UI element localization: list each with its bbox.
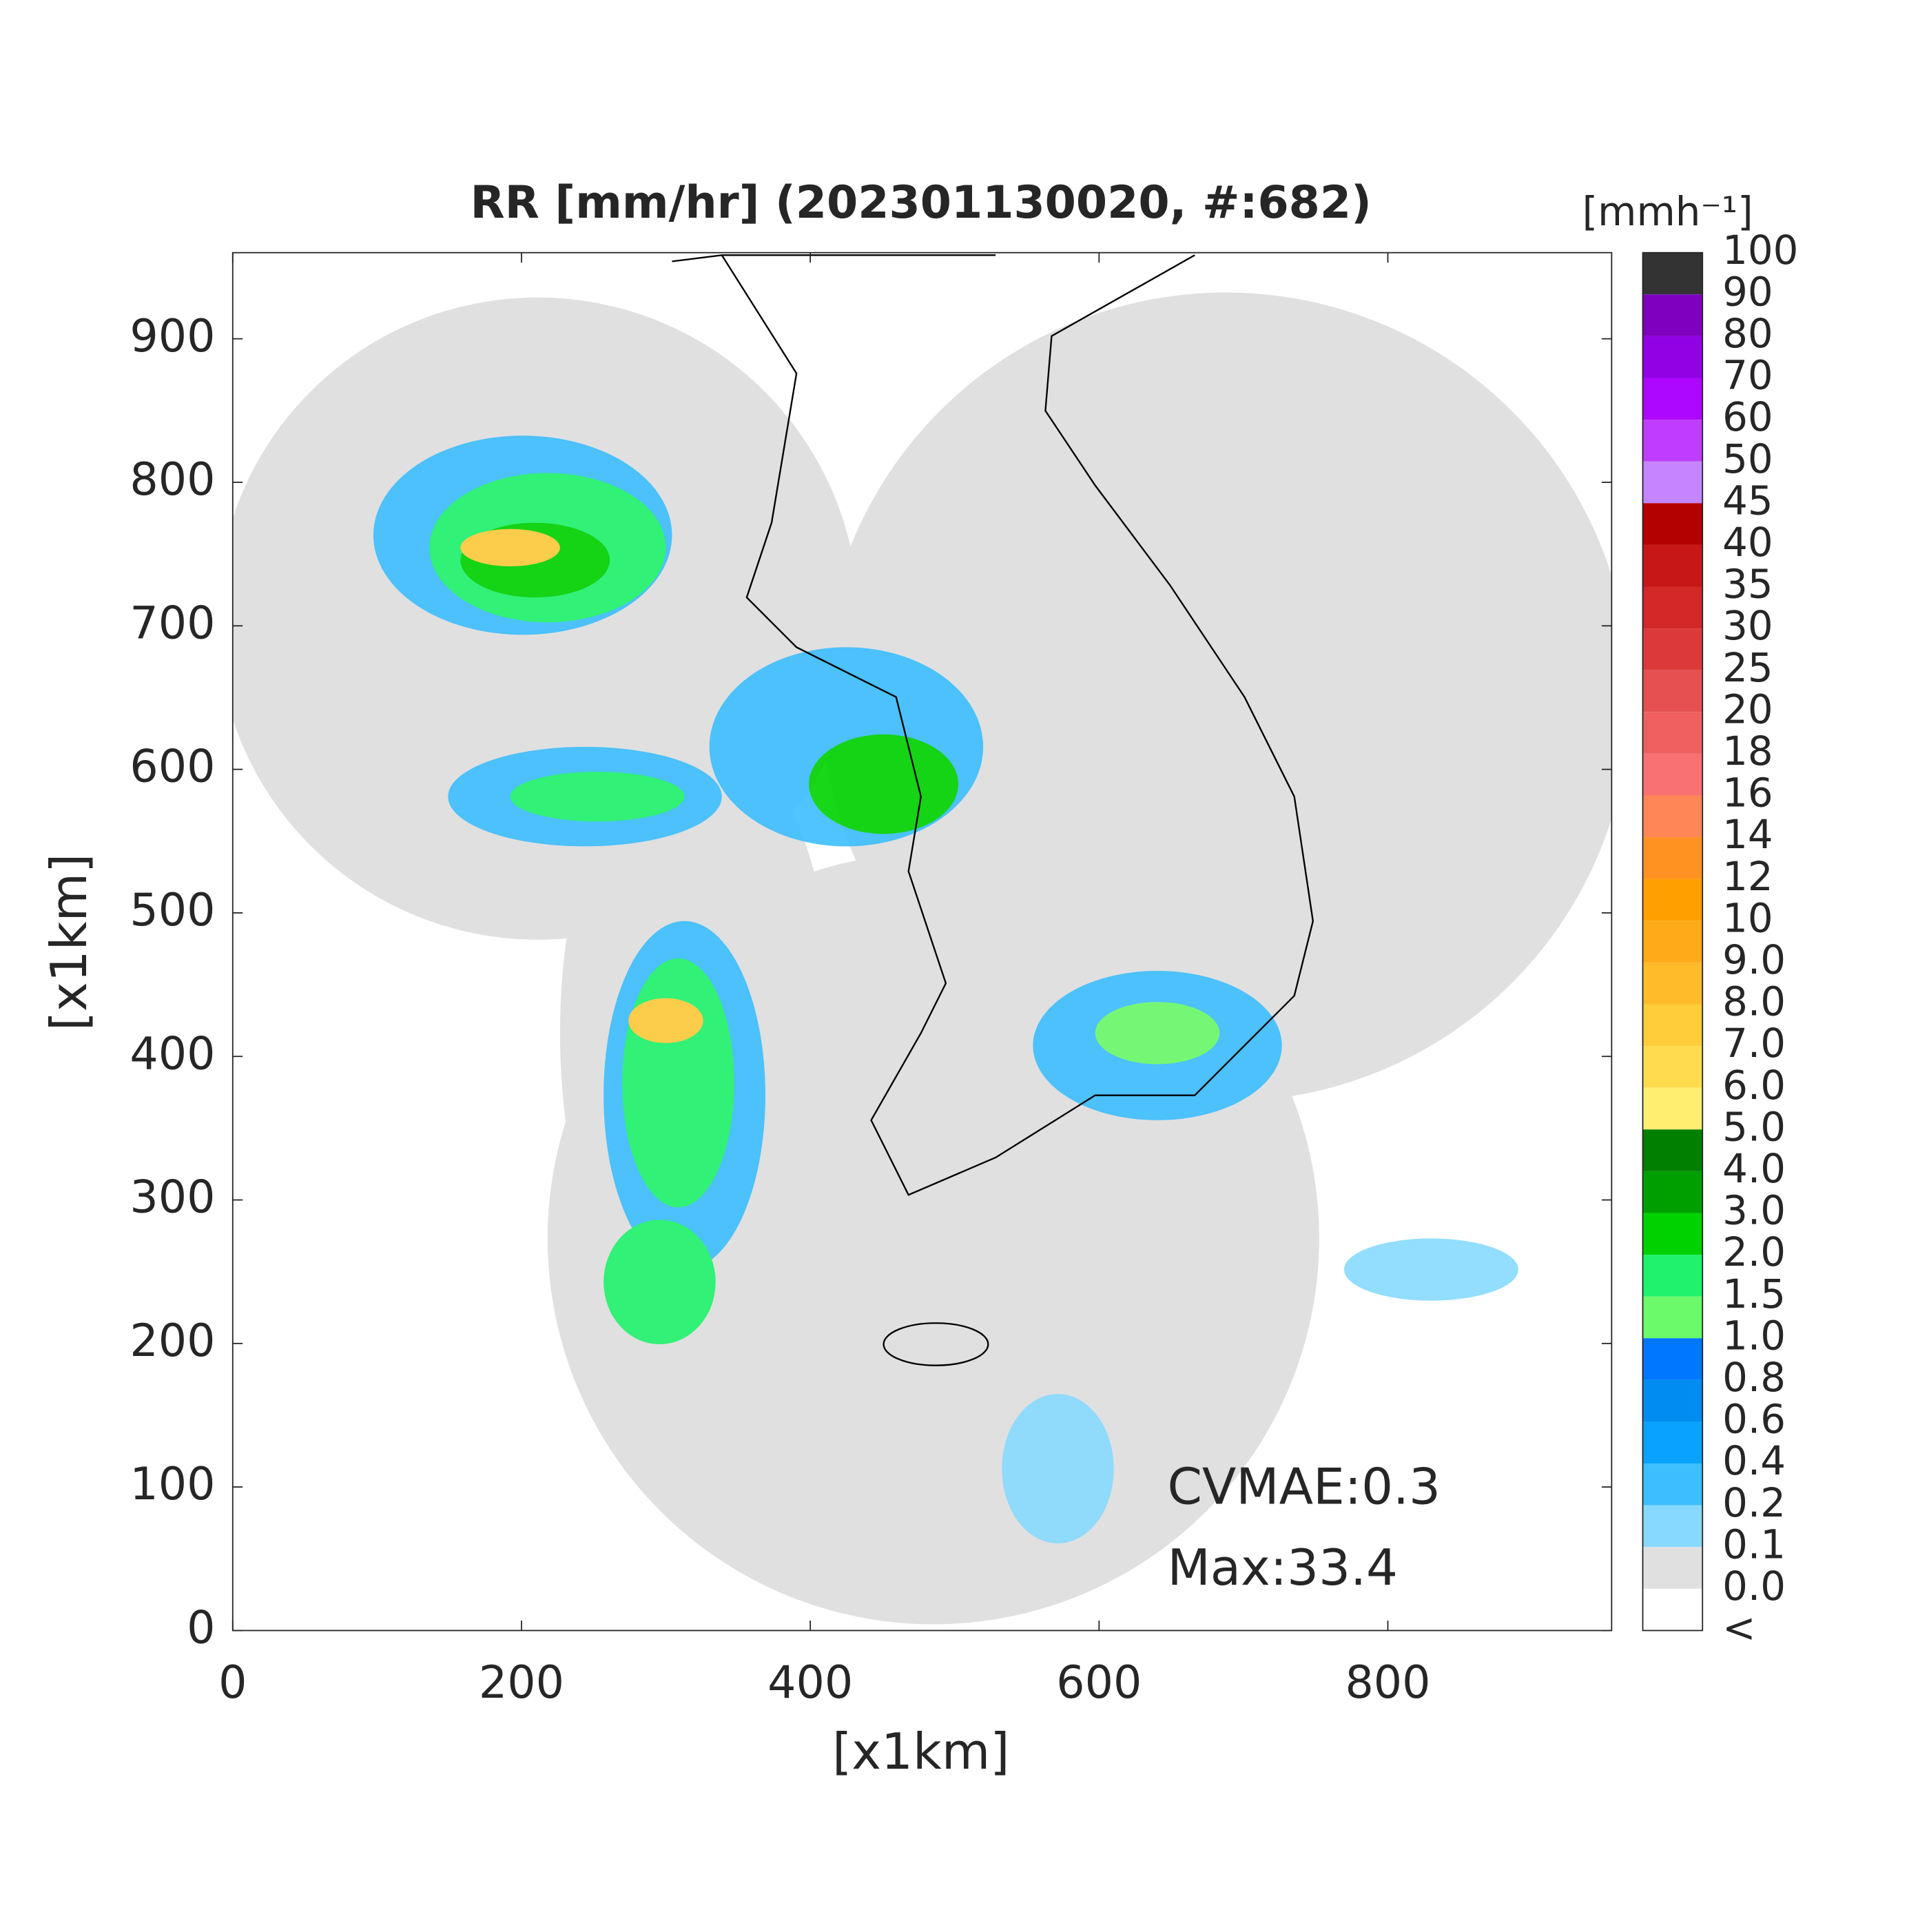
colorbar-label: 16	[1722, 770, 1773, 816]
colorbar-segment	[1642, 670, 1703, 712]
colorbar-label: 0.4	[1722, 1437, 1786, 1484]
colorbar-segment	[1642, 336, 1703, 378]
annotation: CVMAE:0.3	[1167, 1458, 1441, 1516]
colorbar-segment	[1642, 1296, 1703, 1339]
colorbar-label: 35	[1722, 561, 1773, 608]
colorbar-segment	[1642, 1087, 1703, 1130]
colorbar-segment	[1642, 1171, 1703, 1213]
colorbar-segment	[1642, 753, 1703, 796]
colorbar-segment	[1642, 586, 1703, 629]
colorbar-segment	[1642, 1255, 1703, 1297]
y-tick-label: 0	[187, 1603, 215, 1654]
colorbar-segment	[1642, 1547, 1703, 1589]
y-axis-label: [x1km]	[41, 854, 99, 1031]
colorbar-label: 60	[1722, 393, 1773, 440]
annotation: Max:33.4	[1167, 1539, 1398, 1597]
x-tick-label: 800	[1345, 1657, 1430, 1709]
colorbar-segment	[1642, 294, 1703, 336]
y-tick-label: 200	[130, 1315, 215, 1367]
colorbar-label: 0.2	[1722, 1479, 1786, 1526]
colorbar-label: 20	[1722, 686, 1773, 732]
colorbar-label: 1.0	[1722, 1312, 1786, 1359]
colorbar-label: 100	[1722, 227, 1798, 274]
colorbar-segment	[1642, 628, 1703, 670]
colorbar-segment	[1642, 252, 1703, 295]
colorbar-label: 90	[1722, 268, 1773, 315]
colorbar-label: 80	[1722, 310, 1773, 357]
colorbar-label: 4.0	[1722, 1145, 1786, 1192]
colorbar-label: 6.0	[1722, 1062, 1786, 1109]
colorbar-segment	[1642, 378, 1703, 420]
island	[883, 1322, 989, 1366]
colorbar-label: 5.0	[1722, 1103, 1786, 1150]
colorbar-segment	[1642, 1046, 1703, 1088]
colorbar-segment	[1642, 503, 1703, 545]
colorbar-frame	[1642, 251, 1704, 1632]
colorbar-label: 0.8	[1722, 1354, 1786, 1401]
colorbar-label: 12	[1722, 853, 1773, 900]
colorbar-label: 7.0	[1722, 1020, 1786, 1067]
colorbar-label: 70	[1722, 352, 1773, 399]
y-tick-label: 900	[130, 311, 215, 362]
colorbar-label: 8.0	[1722, 978, 1786, 1025]
colorbar-label: 0.6	[1722, 1396, 1786, 1443]
colorbar-segment	[1642, 1421, 1703, 1464]
colorbar-label: 18	[1722, 728, 1773, 774]
colorbar-label: 0.0	[1722, 1563, 1786, 1610]
colorbar-title: [mmh⁻¹]	[1582, 188, 1753, 235]
colorbar-segment	[1642, 1505, 1703, 1548]
colorbar-segment	[1642, 1588, 1703, 1631]
colorbar-segment	[1642, 1004, 1703, 1047]
colorbar-label: 40	[1722, 519, 1773, 566]
x-tick-label: 400	[767, 1657, 853, 1709]
colorbar-label: 3.0	[1722, 1187, 1786, 1234]
colorbar-label: 1.5	[1722, 1271, 1786, 1317]
colorbar-label: 10	[1722, 894, 1773, 941]
colorbar-label: 14	[1722, 811, 1773, 858]
colorbar-segment	[1642, 878, 1703, 921]
colorbar-label: 45	[1722, 477, 1773, 524]
colorbar-segment	[1642, 1379, 1703, 1422]
y-tick-label: 100	[130, 1459, 215, 1510]
y-tick-label: 300	[130, 1172, 215, 1224]
y-tick-label: 400	[130, 1028, 215, 1080]
y-tick-label: 500	[130, 885, 215, 936]
colorbar-segment	[1642, 1463, 1703, 1505]
x-tick-label: 200	[479, 1657, 564, 1709]
colorbar-segment	[1642, 712, 1703, 754]
colorbar-segment	[1642, 921, 1703, 963]
colorbar-label: 25	[1722, 644, 1773, 691]
colorbar-label: <	[1722, 1605, 1755, 1652]
colorbar-label: 50	[1722, 435, 1773, 482]
coastline	[672, 254, 1314, 1196]
y-tick-label: 800	[130, 454, 215, 506]
colorbar-segment	[1642, 962, 1703, 1005]
colorbar-segment	[1642, 461, 1703, 504]
colorbar-segment	[1642, 795, 1703, 838]
y-tick-label: 700	[130, 597, 215, 649]
colorbar-label: 2.0	[1722, 1229, 1786, 1275]
y-tick-label: 600	[130, 741, 215, 793]
chart-title: RR [mm/hr] (202301130020, #:682)	[471, 177, 1372, 229]
colorbar-segment	[1642, 420, 1703, 462]
plot-frame	[231, 251, 1613, 1632]
colorbar-label: 30	[1722, 602, 1773, 649]
x-axis-label: [x1km]	[832, 1723, 1009, 1781]
colorbar-segment	[1642, 1129, 1703, 1171]
rain-echoes	[373, 435, 1518, 1543]
colorbar-label: 0.1	[1722, 1521, 1786, 1568]
colorbar-label: 9.0	[1722, 936, 1786, 983]
x-tick-label: 600	[1056, 1657, 1142, 1709]
colorbar-segment	[1642, 1338, 1703, 1380]
x-tick-label: 0	[218, 1657, 247, 1709]
colorbar-segment	[1642, 837, 1703, 879]
radar-field	[232, 254, 1612, 1625]
colorbar-segment	[1642, 544, 1703, 587]
colorbar-segment	[1642, 1213, 1703, 1255]
